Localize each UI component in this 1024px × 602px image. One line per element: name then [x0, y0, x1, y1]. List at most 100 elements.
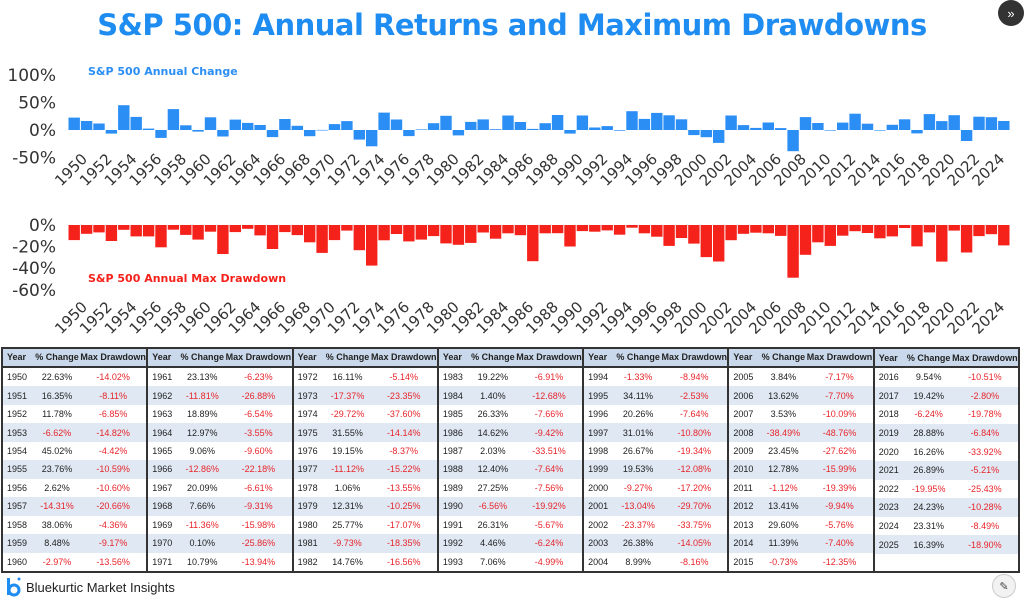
column-header: Year — [442, 352, 462, 363]
year-cell: 2001 — [588, 501, 609, 512]
bar-1956 — [142, 225, 155, 237]
table-row: 2001 -13.04% -29.70% — [584, 497, 728, 516]
table-row: 1960 -2.97% -13.56% — [3, 553, 146, 571]
year-cell: 1956 — [7, 482, 28, 493]
table-row: 1981 -9.73% -18.35% — [293, 534, 437, 553]
year-cell: 1989 — [442, 482, 463, 493]
year-cell: 1957 — [7, 501, 28, 512]
bar-1954 — [118, 105, 130, 130]
table-row: 2020 16.26% -33.92% — [875, 442, 1018, 461]
table-row: 2003 26.38% -14.05% — [584, 534, 728, 553]
bar-1981 — [452, 225, 465, 245]
year-cell: 2007 — [733, 409, 754, 420]
bar-1961 — [204, 225, 217, 232]
y-tick-label: -40% — [12, 259, 56, 279]
column-header: % Change — [906, 352, 951, 363]
table-header: Year % Change Max Drawdown — [148, 349, 292, 368]
bar-1957 — [155, 130, 167, 138]
table-row: 2005 3.84% -7.17% — [729, 368, 872, 386]
bar-2005 — [750, 225, 762, 233]
drawdown-cell: -4.36% — [98, 519, 128, 530]
drawdown-cell: -27.62% — [822, 445, 857, 456]
column-header: Max Drawdown — [952, 352, 1018, 363]
column-header: % Change — [180, 352, 225, 363]
drawdown-cell: -14.82% — [96, 427, 130, 438]
change-cell: 2.62% — [44, 482, 70, 493]
change-cell: 23.31% — [913, 521, 944, 532]
table-row: 1999 19.53% -12.08% — [584, 460, 728, 479]
drawdown-cell: -8.94% — [680, 372, 709, 383]
bar-2021 — [948, 225, 960, 231]
bar-1957 — [155, 225, 167, 248]
double-chevron-right-icon[interactable]: » — [998, 0, 1024, 26]
table-row: 1978 1.06% -13.55% — [294, 479, 437, 497]
drawdown-cell: -4.42% — [98, 445, 128, 456]
bar-1984 — [489, 225, 502, 239]
change-cell: 24.23% — [913, 502, 944, 513]
drawdown-cell: -10.60% — [96, 482, 130, 493]
drawdown-cell: -13.55% — [386, 482, 421, 493]
year-cell: 1958 — [7, 519, 28, 530]
bar-1954 — [118, 225, 130, 230]
bar-2000 — [688, 130, 700, 136]
change-cell: 4.46% — [480, 538, 506, 549]
year-cell: 1968 — [152, 501, 173, 512]
year-cell: 1953 — [7, 427, 28, 438]
bar-1997 — [651, 112, 663, 130]
series-title: S&P 500 Annual Max Drawdown — [88, 272, 286, 285]
bar-2019 — [923, 225, 936, 233]
bar-1977 — [403, 130, 415, 137]
bar-2025 — [998, 121, 1010, 130]
table-row: 2000 -9.27% -17.20% — [584, 479, 727, 497]
table-row: 1955 23.76% -10.59% — [3, 460, 147, 479]
drawdown-cell: -9.42% — [534, 427, 564, 438]
bar-1963 — [229, 119, 241, 130]
bar-1958 — [167, 109, 180, 130]
drawdown-cell: -37.60% — [386, 409, 421, 420]
year-cell: 1991 — [442, 519, 463, 530]
column-header: Year — [152, 352, 172, 363]
bar-2022 — [960, 225, 973, 253]
bar-1994 — [613, 225, 626, 235]
bar-1966 — [266, 130, 279, 138]
table-row: 2015 -0.73% -12.35% — [729, 553, 872, 571]
bar-2012 — [837, 122, 849, 130]
drawdown-cell: -10.09% — [822, 409, 857, 420]
table-row: 2002 -23.37% -33.75% — [584, 516, 727, 534]
drawdown-cell: -2.53% — [680, 390, 709, 401]
edit-note-icon[interactable]: ✎ — [992, 574, 1016, 598]
drawdown-cell: -17.07% — [386, 519, 421, 530]
drawdown-cell: -3.55% — [244, 427, 273, 438]
table-row: 1973 -17.37% -23.35% — [293, 386, 437, 405]
year-cell: 2015 — [733, 556, 754, 567]
change-cell: 38.06% — [41, 519, 73, 530]
drawdown-cell: -5.21% — [970, 465, 1000, 476]
change-cell: -11.36% — [185, 519, 219, 530]
table-row: 2025 16.39% -18.90% — [874, 535, 1018, 554]
bar-1999 — [675, 119, 688, 130]
bar-2017 — [898, 119, 911, 130]
year-cell: 2021 — [878, 465, 899, 476]
change-cell: 22.63% — [41, 372, 73, 383]
bar-1959 — [180, 225, 192, 235]
change-cell: 26.38% — [622, 538, 654, 549]
change-cell: 13.41% — [768, 501, 799, 512]
bar-1991 — [576, 225, 589, 232]
bar-1982 — [465, 225, 477, 243]
change-cell: 12.31% — [332, 501, 363, 512]
change-cell: 25.77% — [332, 519, 363, 530]
table-column-group: Year % Change Max Drawdown 1950 22.63% -14.02… — [3, 349, 149, 571]
bar-1960 — [192, 225, 204, 240]
y-tick-label: 50% — [18, 94, 56, 114]
bar-1980 — [440, 115, 452, 130]
change-cell: -14.31% — [40, 501, 74, 512]
bar-2012 — [837, 225, 849, 236]
table-row: 1986 14.62% -9.42% — [438, 423, 583, 442]
bar-1969 — [304, 130, 316, 137]
change-cell: 26.67% — [622, 445, 654, 456]
bar-1988 — [539, 123, 551, 130]
drawdown-cell: -19.78% — [968, 409, 1002, 420]
drawdown-cell: -6.85% — [98, 409, 128, 420]
column-header: Max Drawdown — [225, 352, 292, 363]
change-cell: 20.09% — [187, 482, 218, 493]
